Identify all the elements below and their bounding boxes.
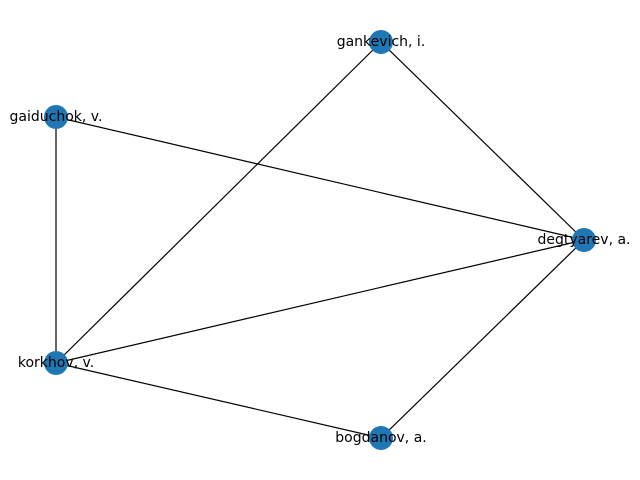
node-layer <box>44 30 596 450</box>
node-korkhov <box>44 351 68 375</box>
node-gankevich <box>369 30 393 54</box>
edge-gankevich-degtyarev <box>380 41 585 241</box>
edge-gaiduchok-degtyarev <box>55 116 585 241</box>
node-label-korkhov: korkhov, v. <box>18 355 94 371</box>
node-bogdanov <box>369 426 393 450</box>
node-label-bogdanov: bogdanov, a. <box>335 430 426 446</box>
label-layer: gankevich, i. gaiduchok, v. degtyarev, a. k… <box>10 34 631 446</box>
edge-bogdanov-degtyarev <box>380 239 585 439</box>
node-degtyarev <box>572 228 596 252</box>
edge-korkhov-bogdanov <box>55 362 382 439</box>
edge-gankevich-korkhov <box>55 41 382 364</box>
node-label-gankevich: gankevich, i. <box>337 34 426 50</box>
node-label-gaiduchok: gaiduchok, v. <box>10 109 103 125</box>
edge-layer <box>55 41 585 439</box>
edge-korkhov-degtyarev <box>55 239 585 364</box>
node-label-degtyarev: degtyarev, a. <box>537 232 630 248</box>
node-gaiduchok <box>44 105 68 129</box>
